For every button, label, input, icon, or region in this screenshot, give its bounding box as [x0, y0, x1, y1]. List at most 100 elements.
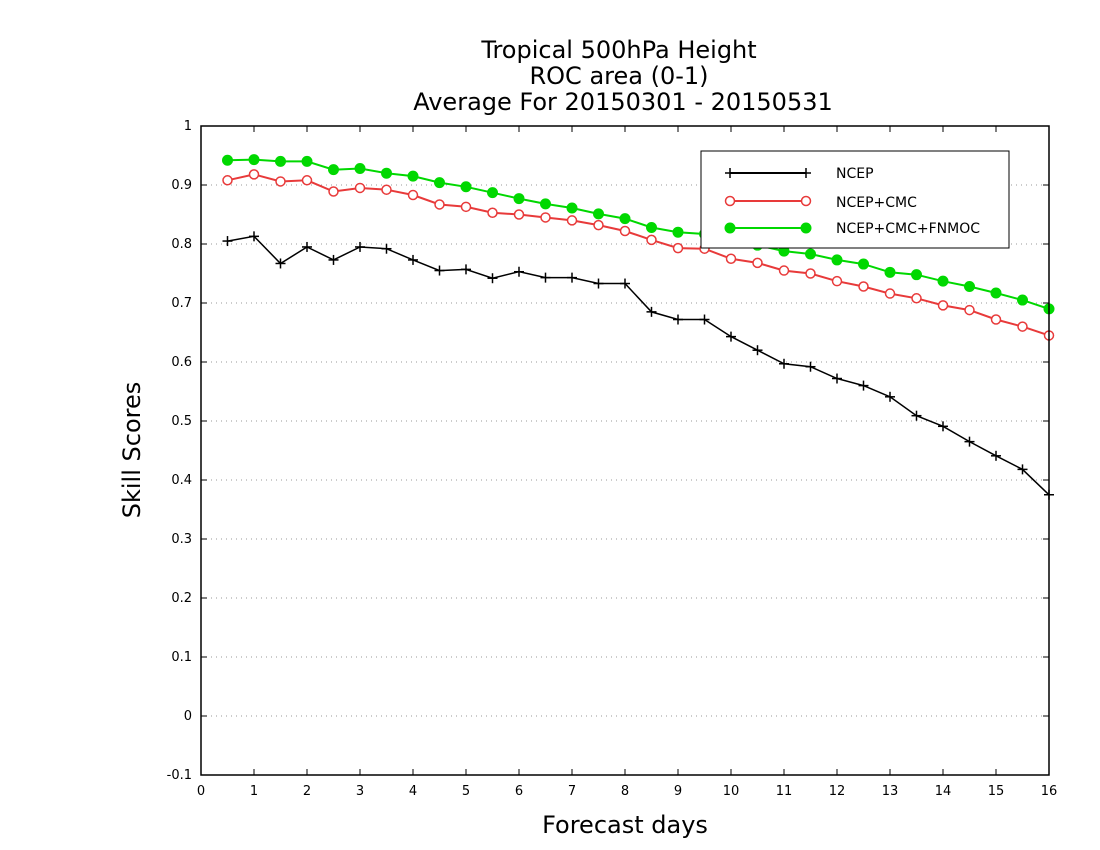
data-point-series-1: [911, 293, 922, 304]
grid-lines: [201, 184, 1049, 717]
data-point-series-1: [407, 189, 419, 201]
x-tick-label: 13: [882, 784, 899, 799]
data-point-series-0: [911, 410, 922, 421]
data-point-series-0: [487, 273, 498, 284]
data-point-series-0: [355, 241, 365, 252]
legend: NCEP NCEP+CMC NCEP+CMC+FNMOC: [700, 150, 1010, 249]
data-point-series-1: [805, 268, 816, 279]
data-point-series-1: [301, 175, 313, 186]
data-point-series-1: [566, 215, 578, 226]
data-point-series-1: [752, 257, 763, 269]
data-point-series-1: [328, 186, 339, 197]
data-point-series-1: [964, 304, 975, 316]
legend-box: [700, 150, 1010, 249]
data-point-series-1: [646, 234, 657, 246]
data-point-series-0: [408, 254, 418, 265]
data-point-series-2: [937, 275, 949, 287]
data-point-series-0: [858, 380, 869, 391]
data-point-series-0: [991, 450, 1001, 461]
data-point-series-0: [222, 236, 233, 247]
data-point-series-2: [487, 187, 498, 199]
data-point-series-1: [884, 288, 896, 299]
data-point-series-0: [620, 278, 630, 289]
data-point-series-2: [328, 164, 339, 176]
data-point-series-0: [646, 306, 657, 317]
legend-items: [724, 168, 812, 234]
data-point-series-2: [301, 155, 313, 167]
data-point-series-1: [858, 281, 869, 292]
legend-marker-start-1: [724, 195, 736, 207]
data-point-series-2: [275, 155, 286, 167]
axis-ticks: -0.100.10.20.30.40.50.60.70.80.910 1 2 3 4 5 6…: [167, 119, 1058, 799]
data-point-series-2: [1017, 294, 1028, 306]
data-point-series-2: [354, 162, 366, 174]
data-point-series-1: [381, 184, 392, 195]
x-tick-label: 9: [674, 784, 682, 799]
x-tick-label: 8: [621, 784, 629, 799]
y-tick-label: 0.6: [171, 355, 192, 370]
y-tick-label: 0.3: [171, 532, 192, 547]
series-line-0: [227, 235, 1050, 496]
x-tick-label: 4: [409, 784, 417, 799]
data-point-series-2: [566, 202, 578, 214]
data-point-series-2: [222, 154, 233, 166]
data-point-series-0: [567, 272, 577, 283]
data-point-series-1: [831, 275, 843, 287]
data-point-series-0: [885, 391, 895, 402]
data-point-series-2: [460, 181, 472, 193]
data-point-series-1: [937, 300, 949, 311]
data-point-series-0: [514, 266, 524, 277]
data-point-series-2: [540, 198, 551, 210]
data-point-series-2: [407, 170, 419, 182]
data-point-series-1: [513, 209, 525, 220]
data-point-series-1: [540, 212, 551, 223]
y-tick-label: 0.1: [171, 650, 192, 665]
data-point-series-0: [461, 264, 471, 275]
x-tick-label: 6: [515, 784, 523, 799]
y-axis-label: Skill Scores: [118, 382, 146, 519]
chart-title-line-1: Tropical 500hPa Height: [480, 36, 756, 64]
data-point-series-2: [911, 269, 922, 281]
data-point-series-1: [990, 314, 1002, 325]
x-tick-label: 11: [776, 784, 793, 799]
data-point-series-0: [328, 254, 339, 265]
data-point-series-1: [248, 169, 260, 180]
legend-marker-end-2: [800, 222, 812, 234]
legend-marker-end-0: [801, 168, 811, 178]
data-point-series-0: [302, 241, 312, 252]
chart-title-line-2: ROC area (0-1): [529, 62, 708, 90]
data-point-series-0: [1017, 464, 1028, 475]
x-tick-label: 12: [829, 784, 846, 799]
data-point-series-0: [938, 421, 948, 432]
x-tick-label: 7: [568, 784, 576, 799]
legend-label-ncep-cmc-fnmoc: NCEP+CMC+FNMOC: [836, 221, 980, 237]
data-point-series-2: [884, 266, 896, 278]
data-point-series-1: [460, 201, 472, 213]
legend-marker-start-2: [724, 222, 736, 234]
x-tick-label: 1: [250, 784, 258, 799]
legend-marker-start-0: [725, 168, 735, 178]
data-point-series-1: [778, 265, 790, 276]
data-point-series-1: [354, 182, 366, 194]
data-point-series-0: [593, 278, 604, 289]
data-point-series-0: [779, 358, 789, 369]
x-tick-label: 3: [356, 784, 364, 799]
data-point-series-0: [673, 314, 683, 325]
y-tick-label: 0.4: [171, 473, 192, 488]
data-point-series-0: [540, 272, 551, 283]
x-tick-label: 5: [462, 784, 470, 799]
data-point-series-1: [593, 219, 604, 231]
y-tick-label: 0.5: [171, 414, 192, 429]
data-point-series-2: [646, 221, 657, 233]
x-tick-label: 0: [197, 784, 205, 799]
data-point-series-2: [513, 193, 525, 205]
data-point-series-0: [805, 361, 816, 372]
data-point-series-2: [381, 167, 392, 179]
data-point-series-0: [275, 258, 286, 269]
data-point-series-2: [619, 213, 631, 225]
x-tick-label: 16: [1041, 784, 1058, 799]
y-tick-label: 0.9: [171, 178, 192, 193]
y-tick-label: 0.2: [171, 591, 192, 606]
legend-marker-end-1: [800, 195, 812, 207]
